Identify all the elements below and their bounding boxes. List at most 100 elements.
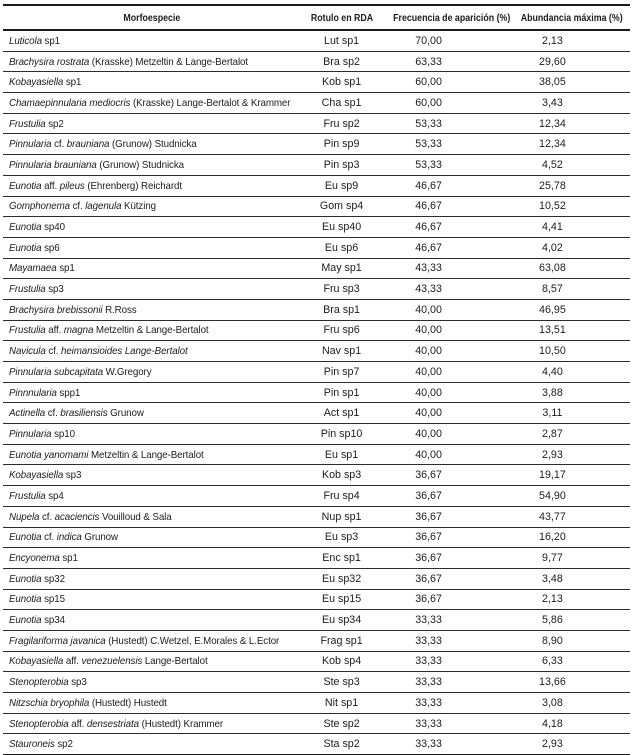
morphospecies-name: Eunotia yanomami Metzeltin & Lange-Berta… — [9, 448, 204, 461]
table-row: Luticola sp1 Lut sp1 70,00 2,13 — [3, 30, 630, 52]
morphospecies-cell: Actinella cf. brasiliensis Grunow — [3, 402, 301, 425]
max-abundance-cell: 8,90 — [510, 630, 630, 652]
frequency-cell: 53,33 — [382, 133, 511, 156]
morphospecies-cell: Eunotia sp32 — [3, 568, 301, 590]
table-row: Frustulia sp4 Fru sp4 36,67 54,90 — [3, 485, 630, 507]
frequency-cell: 36,67 — [382, 527, 511, 549]
frequency-cell: 63,33 — [382, 51, 511, 73]
frequency-cell: 33,33 — [382, 651, 511, 673]
rda-label-cell: Ste sp3 — [300, 671, 383, 693]
morphospecies-name: Frustulia aff. magna Metzeltin & Lange-B… — [9, 324, 209, 337]
rda-label-cell: Eu sp9 — [300, 175, 383, 197]
morphospecies-name: Fragilariforma javanica (Hustedt) C.Wetz… — [9, 634, 280, 647]
table-row: Stenopterobia aff. densestriata (Hustedt… — [3, 713, 630, 735]
column-header-morphospecies: Morfoespecie — [3, 4, 301, 31]
morphospecies-cell: Nupela cf. acaciencis Vouilloud & Sala — [3, 506, 301, 528]
morphospecies-name: Mayamaea sp1 — [9, 262, 75, 275]
max-abundance-cell: 9,77 — [510, 547, 630, 569]
morphospecies-name: Encyonema sp1 — [9, 552, 78, 565]
morphospecies-name: Eunotia sp34 — [9, 614, 65, 627]
morphospecies-cell: Chamaepinnularia mediocris (Krasske) Lan… — [3, 92, 301, 114]
max-abundance-cell: 2,93 — [510, 444, 630, 466]
morphospecies-cell: Eunotia yanomami Metzeltin & Lange-Berta… — [3, 444, 301, 466]
rda-label-cell: Kob sp4 — [300, 651, 383, 673]
frequency-cell: 33,33 — [382, 733, 511, 755]
morphospecies-name: Frustulia sp2 — [9, 117, 64, 130]
morphospecies-name: Pinnularia sp10 — [9, 427, 75, 440]
max-abundance-cell: 13,51 — [510, 320, 630, 342]
rda-label-cell: Sta sp2 — [300, 733, 383, 755]
morphospecies-name: Stenopterobia sp3 — [9, 676, 87, 689]
morphospecies-cell: Frustulia sp2 — [3, 113, 301, 135]
max-abundance-cell: 12,34 — [510, 113, 630, 135]
frequency-cell: 33,33 — [382, 609, 511, 631]
morphospecies-cell: Kobayasiella sp1 — [3, 71, 301, 94]
morphospecies-name: Eunotia aff. pileus (Ehrenberg) Reichard… — [9, 179, 182, 192]
table-row: Stauroneis sp2 Sta sp2 33,33 2,93 — [3, 733, 630, 755]
frequency-cell: 46,67 — [382, 216, 511, 238]
morphospecies-name: Actinella cf. brasiliensis Grunow — [9, 407, 144, 420]
morphospecies-cell: Stenopterobia sp3 — [3, 671, 301, 693]
max-abundance-cell: 13,66 — [510, 671, 630, 693]
max-abundance-cell: 6,33 — [510, 651, 630, 673]
max-abundance-cell: 12,34 — [510, 133, 630, 156]
frequency-cell: 36,67 — [382, 485, 511, 507]
rda-label-cell: Kob sp1 — [300, 71, 383, 94]
table-row: Eunotia sp6 Eu sp6 46,67 4,02 — [3, 237, 630, 259]
rda-label-cell: Nup sp1 — [300, 506, 383, 528]
morphospecies-cell: Pinnularia brauniana (Grunow) Studnicka — [3, 154, 301, 176]
morphospecies-cell: Kobayasiella aff. venezuelensis Lange-Be… — [3, 651, 301, 673]
column-header-frequency: Frecuencia de aparición (%) — [382, 4, 511, 31]
table-row: Gomphonema cf. lagenula Kützing Gom sp4 46… — [3, 196, 630, 218]
table-row: Frustulia sp2 Fru sp2 53,33 12,34 — [3, 113, 630, 135]
frequency-cell: 40,00 — [382, 299, 511, 321]
morphospecies-cell: Pinnularia subcapitata W.Gregory — [3, 361, 301, 383]
morphospecies-cell: Frustulia sp4 — [3, 485, 301, 507]
morphospecies-cell: Eunotia sp40 — [3, 216, 301, 238]
rda-label-cell: Ste sp2 — [300, 713, 383, 735]
rda-label-cell: Lut sp1 — [300, 30, 383, 52]
rda-label-cell: Pin sp3 — [300, 154, 383, 176]
frequency-cell: 40,00 — [382, 320, 511, 342]
table-row: Kobayasiella sp1 Kob sp1 60,00 38,05 — [3, 71, 630, 94]
max-abundance-cell: 63,08 — [510, 258, 630, 280]
frequency-cell: 33,33 — [382, 713, 511, 735]
morphospecies-name: Luticola sp1 — [9, 34, 61, 47]
rda-label-cell: Fru sp6 — [300, 320, 383, 342]
column-header-label: Morfoespecie — [123, 11, 181, 24]
rda-label-cell: Enc sp1 — [300, 547, 383, 569]
max-abundance-cell: 4,41 — [510, 216, 630, 238]
table-row: Pinnularia subcapitata W.Gregory Pin sp7 4… — [3, 361, 630, 383]
max-abundance-cell: 8,57 — [510, 278, 630, 300]
morphospecies-cell: Stenopterobia aff. densestriata (Hustedt… — [3, 713, 301, 735]
morphospecies-cell: Brachysira rostrata (Krasske) Metzeltin … — [3, 51, 301, 73]
rda-label-cell: Nav sp1 — [300, 340, 383, 362]
table-row: Frustulia aff. magna Metzeltin & Lange-B… — [3, 320, 630, 342]
max-abundance-cell: 4,02 — [510, 237, 630, 259]
rda-label-cell: Fru sp2 — [300, 113, 383, 135]
rda-label-cell: Frag sp1 — [300, 630, 383, 652]
table-row: Pinnularia brauniana (Grunow) Studnicka P… — [3, 154, 630, 176]
column-header-label: Frecuencia de aparición (%) — [393, 11, 511, 24]
rda-label-cell: Eu sp1 — [300, 444, 383, 466]
morphospecies-name: Pinnularia cf. brauniana (Grunow) Studni… — [9, 138, 197, 151]
table-row: Encyonema sp1 Enc sp1 36,67 9,77 — [3, 547, 630, 569]
frequency-cell: 46,67 — [382, 175, 511, 197]
max-abundance-cell: 3,11 — [510, 402, 630, 425]
morphospecies-name: Kobayasiella sp1 — [9, 76, 82, 89]
morphospecies-name: Navicula cf. heimansioides Lange-Bertalo… — [9, 345, 188, 358]
table-row: Nitzschia bryophila (Hustedt) Hustedt Nit… — [3, 692, 630, 714]
frequency-cell: 46,67 — [382, 237, 511, 259]
table-row: Navicula cf. heimansioides Lange-Bertalo… — [3, 340, 630, 362]
table-row: Eunotia sp40 Eu sp40 46,67 4,41 — [3, 216, 630, 238]
rda-label-cell: Fru sp3 — [300, 278, 383, 300]
frequency-cell: 36,67 — [382, 589, 511, 611]
table-body: Luticola sp1 Lut sp1 70,00 2,13 Brachysira r… — [3, 30, 630, 755]
table-row: Eunotia sp15 Eu sp15 36,67 2,13 — [3, 589, 630, 611]
morphospecies-name: Nupela cf. acaciencis Vouilloud & Sala — [9, 510, 172, 523]
rda-label-cell: Pin sp1 — [300, 382, 383, 404]
table-row: Stenopterobia sp3 Ste sp3 33,33 13,66 — [3, 671, 630, 693]
morphospecies-cell: Eunotia cf. indica Grunow — [3, 527, 301, 549]
morphospecies-cell: Encyonema sp1 — [3, 547, 301, 569]
max-abundance-cell: 54,90 — [510, 485, 630, 507]
